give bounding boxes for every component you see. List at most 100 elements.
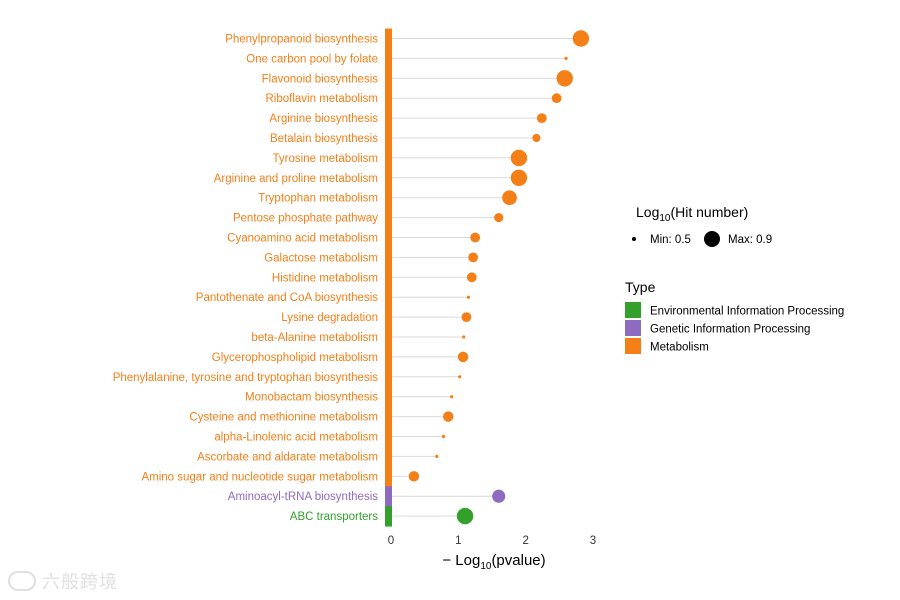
type-bar-segment <box>385 247 392 268</box>
size-legend-max-label: Max: 0.9 <box>728 234 772 246</box>
data-point <box>510 149 528 167</box>
data-point <box>502 190 517 206</box>
type-bar-segment <box>385 48 392 69</box>
category-label: Flavonoid biosynthesis <box>262 73 379 85</box>
data-point <box>450 395 454 399</box>
category-label: Betalain biosynthesis <box>270 133 378 145</box>
type-bar-segment <box>385 386 392 408</box>
x-axis-title: − Log10(pvalue) <box>442 552 545 572</box>
data-point <box>456 507 474 525</box>
category-label: Phenylpropanoid biosynthesis <box>225 34 378 46</box>
category-label: ABC transporters <box>290 511 378 523</box>
category-label: Ascorbate and aldarate metabolism <box>197 451 378 463</box>
type-legend-label: Environmental Information Processing <box>650 306 844 318</box>
type-bar-segment <box>385 406 392 428</box>
watermark: 六般跨境 <box>8 568 118 594</box>
x-tick-label: 3 <box>590 535 596 547</box>
type-bar-segment <box>385 68 392 89</box>
data-point <box>494 213 504 223</box>
category-label: Tyrosine metabolism <box>273 153 378 165</box>
category-label: Amino sugar and nucleotide sugar metabol… <box>141 471 378 483</box>
lollipop-points <box>408 30 590 525</box>
type-bar-segment <box>385 486 392 507</box>
type-bar-segment <box>385 147 392 169</box>
type-bar-segment <box>385 267 392 288</box>
data-point <box>443 411 454 422</box>
data-point <box>572 30 590 47</box>
category-label: Glycerophospholipid metabolism <box>212 352 378 364</box>
data-point <box>564 56 568 61</box>
data-point <box>510 169 528 186</box>
type-bar-segment <box>385 287 392 308</box>
size-legend-title: Log10(Hit number) <box>636 204 748 224</box>
data-point <box>462 335 466 339</box>
type-bar-segment <box>385 466 392 487</box>
type-legend-label: Genetic Information Processing <box>650 324 810 336</box>
lollipop-stems <box>392 38 581 517</box>
category-label: Galactose metabolism <box>264 252 378 264</box>
category-label: Phenylalanine, tyrosine and tryptophan b… <box>113 372 379 384</box>
x-tick-label: 0 <box>388 535 394 547</box>
data-point <box>470 232 481 243</box>
data-point <box>461 312 472 322</box>
data-point <box>532 133 541 143</box>
category-label: Arginine and proline metabolism <box>214 173 378 185</box>
type-bar-segment <box>385 327 392 348</box>
x-tick-label: 2 <box>522 535 528 547</box>
data-point <box>556 70 573 87</box>
data-point <box>468 252 479 263</box>
category-label: Cyanoamino acid metabolism <box>227 233 378 245</box>
watermark-logo-icon <box>8 571 36 591</box>
type-legend-title: Type <box>625 279 656 295</box>
data-point <box>466 295 471 299</box>
type-bar-segment <box>385 108 392 129</box>
data-point <box>458 375 462 379</box>
type-bar-segment <box>385 506 392 527</box>
data-point <box>551 93 562 104</box>
type-legend-swatch <box>625 302 641 318</box>
watermark-text: 六般跨境 <box>42 572 118 593</box>
data-point <box>466 272 477 283</box>
data-point <box>492 489 506 503</box>
data-point <box>441 434 446 439</box>
y-axis-labels: Phenylpropanoid biosynthesis One carbon p… <box>113 34 379 524</box>
data-point <box>536 113 547 123</box>
type-bar-segment <box>385 88 392 109</box>
size-legend-min-label: Min: 0.5 <box>650 234 691 246</box>
category-label: Tryptophan metabolism <box>258 193 378 205</box>
data-point <box>457 351 469 363</box>
type-bar-segment <box>385 426 392 447</box>
type-legend-swatch <box>625 320 641 336</box>
category-label: Pantothenate and CoA biosynthesis <box>196 292 378 304</box>
type-bar-segment <box>385 366 392 388</box>
type-bar-segment <box>385 167 392 189</box>
type-bar-segment <box>385 227 392 248</box>
type-bar-segment <box>385 187 392 209</box>
category-label: Lysine degradation <box>281 312 378 324</box>
x-axis: − Log10(pvalue) 0 1 2 3 <box>388 535 596 572</box>
type-bar-segment <box>385 346 392 368</box>
type-legend: Type Environmental Information Processin… <box>625 279 844 354</box>
data-point <box>408 471 420 482</box>
category-label: Riboflavin metabolism <box>266 93 379 105</box>
category-label: Cysteine and methionine metabolism <box>189 412 378 424</box>
category-label: One carbon pool by folate <box>246 53 378 65</box>
type-bar-segment <box>385 128 392 149</box>
category-label: Aminoacyl-tRNA biosynthesis <box>228 491 378 503</box>
category-label: Monobactam biosynthesis <box>245 392 378 404</box>
category-label: Histidine metabolism <box>272 272 378 284</box>
x-tick-label: 1 <box>455 535 461 547</box>
size-legend-max-dot <box>704 231 720 247</box>
type-bar-segment <box>385 446 392 467</box>
type-bar-segment <box>385 207 392 229</box>
category-label: Pentose phosphate pathway <box>233 213 378 225</box>
type-bar-segment <box>385 307 392 328</box>
type-bar-segment <box>385 28 392 49</box>
size-legend: Log10(Hit number) Min: 0.5 Max: 0.9 <box>632 204 772 247</box>
type-legend-label: Metabolism <box>650 342 709 354</box>
category-color-bar <box>385 28 392 527</box>
category-label: beta-Alanine metabolism <box>251 332 378 344</box>
data-point <box>435 454 439 458</box>
type-legend-swatch <box>625 338 641 354</box>
